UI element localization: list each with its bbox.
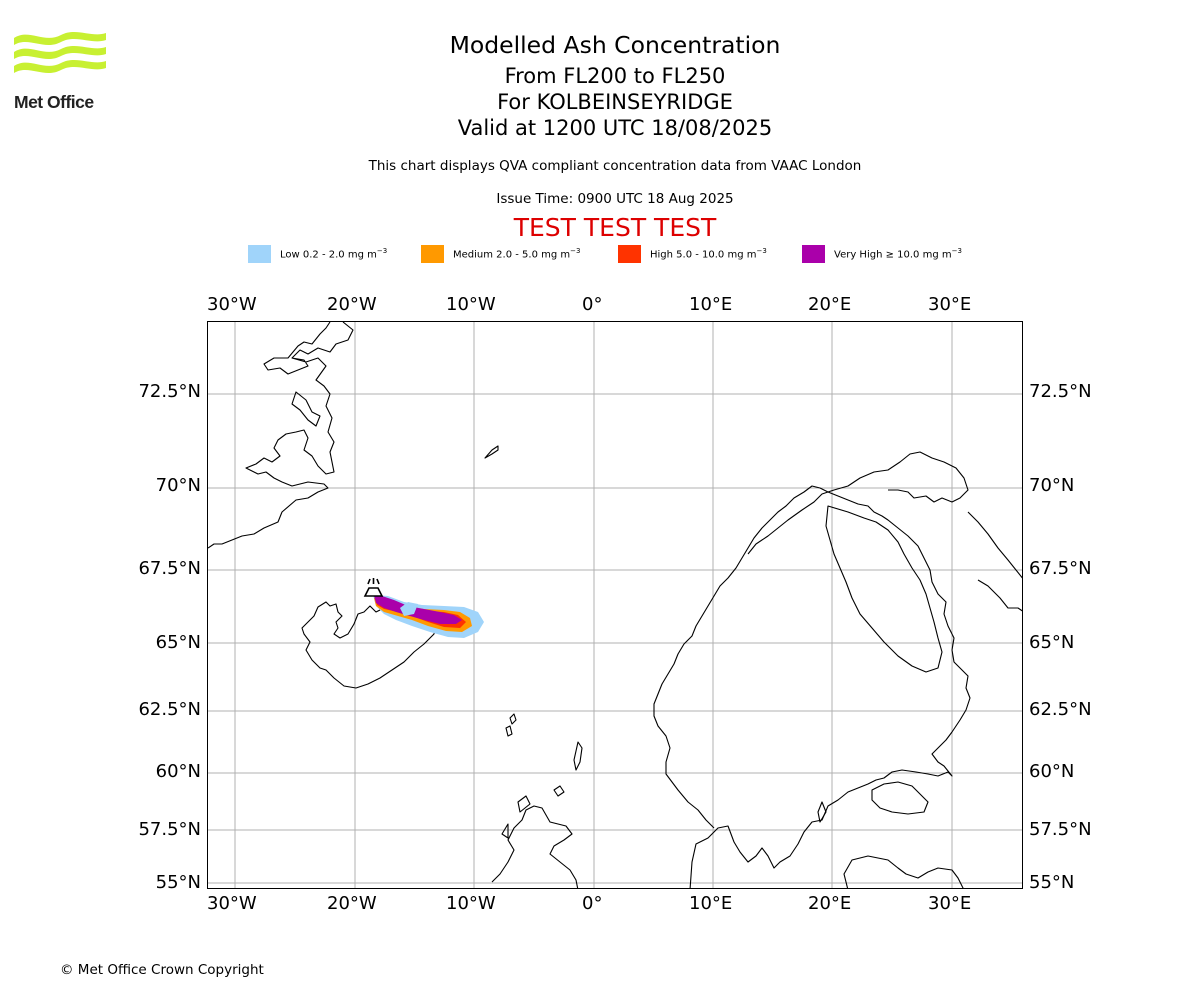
lat-tick-right-70: 70°N — [1029, 475, 1075, 496]
coast-white-sea — [977, 579, 1022, 612]
lon-tick-bottom-20e: 20°E — [808, 893, 852, 914]
plume-low-lobe — [400, 602, 418, 616]
legend-swatch-very-high — [802, 245, 825, 263]
lat-tick-right-72-5: 72.5°N — [1029, 381, 1092, 402]
location-label: For KOLBEINSEYRIDGE — [497, 90, 733, 114]
lat-tick-left-55: 55°N — [155, 872, 201, 893]
lon-tick-top-10e: 10°E — [689, 294, 733, 315]
met-office-waves-icon — [14, 31, 106, 73]
coast-scandinavia — [653, 485, 971, 888]
lat-tick-left-72-5: 72.5°N — [138, 381, 201, 402]
chart-title: Modelled Ash Concentration — [449, 31, 781, 59]
lat-tick-right-55: 55°N — [1029, 872, 1075, 893]
lat-tick-left-65: 65°N — [155, 632, 201, 653]
lon-tick-top-10w: 10°W — [446, 294, 496, 315]
lat-tick-left-67-5: 67.5°N — [138, 558, 201, 579]
legend-swatch-medium — [421, 245, 444, 263]
coast-gotland — [817, 801, 827, 823]
lon-tick-top-30e: 30°E — [928, 294, 972, 315]
legend-label-low: Low 0.2 - 2.0 mg m−3 — [280, 247, 388, 261]
lat-tick-right-60: 60°N — [1029, 761, 1075, 782]
legend-swatch-high — [618, 245, 641, 263]
lon-tick-bottom-30e: 30°E — [928, 893, 972, 914]
met-office-wordmark: Met Office — [14, 92, 94, 112]
met-office-logo: Met Office — [14, 30, 108, 112]
lat-tick-right-57-5: 57.5°N — [1029, 819, 1092, 840]
issue-time: Issue Time: 0900 UTC 18 Aug 2025 — [496, 191, 734, 207]
lat-tick-left-57-5: 57.5°N — [138, 819, 201, 840]
lon-tick-top-20e: 20°E — [808, 294, 852, 315]
test-banner: TEST TEST TEST — [513, 213, 717, 242]
legend-label-medium: Medium 2.0 - 5.0 mg m−3 — [453, 247, 581, 261]
legend-label-high: High 5.0 - 10.0 mg m−3 — [650, 247, 767, 261]
lat-tick-right-62-5: 62.5°N — [1029, 699, 1092, 720]
lon-tick-top-20w: 20°W — [327, 294, 377, 315]
coast-shetland — [573, 741, 583, 771]
lat-tick-right-67-5: 67.5°N — [1029, 558, 1092, 579]
coast-north-cape — [747, 451, 969, 555]
map-canvas — [208, 322, 1022, 888]
coast-finland-east — [967, 511, 1022, 579]
lat-tick-left-60: 60°N — [155, 761, 201, 782]
coast-greenland — [208, 322, 354, 549]
legend-swatch-low — [248, 245, 271, 263]
coast-scotland — [491, 795, 579, 888]
coast-baltic — [843, 781, 964, 888]
flight-levels: From FL200 to FL250 — [504, 64, 726, 88]
lon-tick-top-0: 0° — [582, 294, 603, 315]
graticule — [208, 322, 1022, 888]
legend-label-very-high: Very High ≥ 10.0 mg m−3 — [834, 247, 962, 261]
lon-tick-bottom-30w: 30°W — [207, 893, 257, 914]
lon-tick-bottom-10e: 10°E — [689, 893, 733, 914]
lon-tick-bottom-10w: 10°W — [446, 893, 496, 914]
volcano-icon — [363, 578, 384, 597]
lon-tick-top-30w: 30°W — [207, 294, 257, 315]
lon-tick-bottom-0: 0° — [582, 893, 603, 914]
copyright: © Met Office Crown Copyright — [60, 962, 264, 978]
map-panel[interactable] — [207, 321, 1023, 889]
lat-tick-right-65: 65°N — [1029, 632, 1075, 653]
lat-tick-left-70: 70°N — [155, 475, 201, 496]
coast-jan-mayen — [484, 445, 499, 459]
coast-orkney — [553, 785, 565, 797]
valid-time: Valid at 1200 UTC 18/08/2025 — [457, 116, 773, 140]
coastlines — [208, 322, 1022, 888]
coast-faroe — [505, 713, 517, 737]
plume-very-high — [373, 592, 462, 624]
compliance-note: This chart displays QVA compliant concen… — [368, 158, 862, 174]
ash-plume — [373, 592, 484, 638]
lat-tick-left-62-5: 62.5°N — [138, 699, 201, 720]
lon-tick-bottom-20w: 20°W — [327, 893, 377, 914]
